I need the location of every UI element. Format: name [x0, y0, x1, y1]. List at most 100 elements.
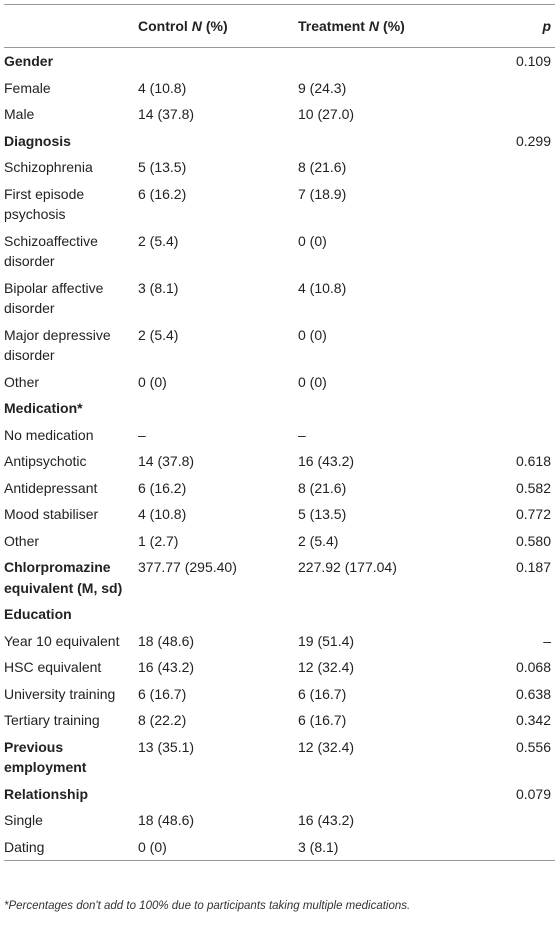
label-cell: Chlorpromazine equivalent (M, sd)	[4, 559, 123, 596]
control-cell: 6 (16.7)	[138, 685, 187, 702]
control-cell: 18 (48.6)	[138, 632, 195, 649]
table-row: Medication*	[4, 395, 555, 422]
table-row: HSC equivalent 16 (43.2) 12 (32.4) 0.068	[4, 654, 555, 681]
table-row: Other 1 (2.7) 2 (5.4) 0.580	[4, 528, 555, 555]
treatment-cell: 6 (16.7)	[298, 685, 347, 702]
control-cell: 4 (10.8)	[138, 506, 187, 522]
treatment-cell: 4 (10.8)	[298, 279, 347, 296]
control-cell: 8 (22.2)	[138, 712, 187, 728]
header-text: (%)	[383, 18, 405, 34]
table-row: Mood stabiliser 4 (10.8) 5 (13.5) 0.772	[4, 501, 555, 528]
treatment-cell: 0 (0)	[298, 232, 327, 249]
label-cell: Single	[4, 812, 43, 828]
label-cell: Major depressive disorder	[4, 326, 111, 364]
treatment-cell: 19 (51.4)	[298, 632, 355, 649]
label-cell: Previous employment	[4, 738, 87, 776]
p-cell: 0.187	[515, 559, 551, 575]
table-row: Diagnosis 0.299	[4, 128, 555, 155]
p-cell	[464, 322, 555, 369]
treatment-cell: –	[298, 426, 306, 443]
p-cell	[464, 181, 555, 228]
treatment-cell: 8 (21.6)	[298, 159, 347, 175]
p-cell: 0.109	[515, 53, 551, 69]
control-cell: –	[138, 426, 146, 443]
label-cell: HSC equivalent	[4, 659, 102, 675]
treatment-cell: 16 (43.2)	[298, 453, 355, 469]
header-label	[4, 5, 134, 48]
treatment-cell	[294, 781, 464, 808]
control-cell: 18 (48.6)	[138, 812, 195, 828]
table-row: Major depressive disorder 2 (5.4) 0 (0)	[4, 322, 555, 369]
header-row: Control N (%) Treatment N (%) p	[4, 4, 555, 48]
control-cell	[134, 48, 294, 75]
p-cell: 0.638	[515, 685, 551, 702]
p-cell	[464, 154, 555, 181]
p-cell: 0.079	[515, 785, 551, 802]
treatment-cell: 5 (13.5)	[298, 506, 347, 522]
label-cell: Tertiary training	[4, 712, 100, 728]
table-row: Dating 0 (0) 3 (8.1)	[4, 834, 555, 861]
label-cell: No medication	[4, 426, 94, 443]
label-cell: Gender	[4, 53, 54, 69]
control-cell: 4 (10.8)	[138, 79, 187, 96]
treatment-cell: 10 (27.0)	[298, 106, 355, 122]
control-cell: 2 (5.4)	[138, 326, 179, 343]
table-row: Female 4 (10.8) 9 (24.3)	[4, 75, 555, 102]
table-row: First episode psychosis 6 (16.2) 7 (18.9)	[4, 181, 555, 228]
treatment-cell	[294, 128, 464, 155]
control-cell: 5 (13.5)	[138, 159, 187, 175]
p-cell: –	[543, 632, 551, 649]
label-cell: Dating	[4, 838, 45, 855]
table-row: Antidepressant 6 (16.2) 8 (21.6) 0.582	[4, 475, 555, 502]
p-cell: 0.580	[515, 532, 551, 549]
p-cell	[464, 228, 555, 275]
control-cell: 0 (0)	[138, 838, 167, 855]
footnote: *Percentages don't add to 100% due to pa…	[4, 900, 411, 912]
control-cell: 1 (2.7)	[138, 532, 179, 549]
label-cell: Schizoaffective disorder	[4, 232, 98, 270]
label-cell: Antidepressant	[4, 479, 98, 496]
treatment-cell: 12 (32.4)	[298, 738, 355, 755]
treatment-cell	[294, 48, 464, 75]
p-cell: 0.342	[515, 712, 551, 728]
treatment-cell: 7 (18.9)	[298, 185, 347, 202]
p-cell: 0.772	[515, 506, 551, 522]
p-cell	[464, 275, 555, 322]
label-cell: Female	[4, 79, 51, 96]
treatment-cell: 0 (0)	[298, 326, 327, 343]
control-cell: 6 (16.2)	[138, 479, 187, 496]
p-cell: 0.582	[515, 479, 551, 496]
treatment-cell: 16 (43.2)	[298, 812, 355, 828]
control-cell: 377.77 (295.40)	[138, 559, 237, 575]
table-row: Gender 0.109	[4, 48, 555, 75]
header-text: N	[368, 18, 380, 34]
treatment-cell: 9 (24.3)	[298, 79, 347, 96]
treatment-cell: 0 (0)	[298, 373, 327, 390]
treatment-cell: 8 (21.6)	[298, 479, 347, 496]
p-cell	[464, 601, 555, 628]
label-cell: Mood stabiliser	[4, 506, 99, 522]
label-cell: Education	[4, 606, 72, 622]
label-cell: Antipsychotic	[4, 453, 87, 469]
treatment-cell: 12 (32.4)	[298, 659, 355, 675]
p-cell	[464, 369, 555, 396]
control-cell: 0 (0)	[138, 373, 167, 390]
p-cell	[464, 422, 555, 449]
label-cell: Other	[4, 532, 40, 549]
label-cell: Bipolar affective disorder	[4, 279, 104, 317]
treatment-cell: 227.92 (177.04)	[298, 559, 397, 575]
label-cell: Relationship	[4, 785, 89, 802]
table-row: Bipolar affective disorder 3 (8.1) 4 (10.8…	[4, 275, 555, 322]
p-cell	[464, 834, 555, 861]
treatment-cell	[294, 601, 464, 628]
p-cell: 0.618	[515, 453, 551, 469]
treatment-cell	[294, 395, 464, 422]
control-cell: 2 (5.4)	[138, 232, 179, 249]
label-cell: University training	[4, 685, 116, 702]
label-cell: Medication*	[4, 400, 83, 416]
table-body: Gender 0.109 Female 4 (10.8) 9 (24.3) Male 14 …	[4, 48, 555, 861]
control-cell: 14 (37.8)	[138, 106, 195, 122]
header-text: Treatment	[298, 18, 365, 34]
p-cell: 0.068	[515, 659, 551, 675]
